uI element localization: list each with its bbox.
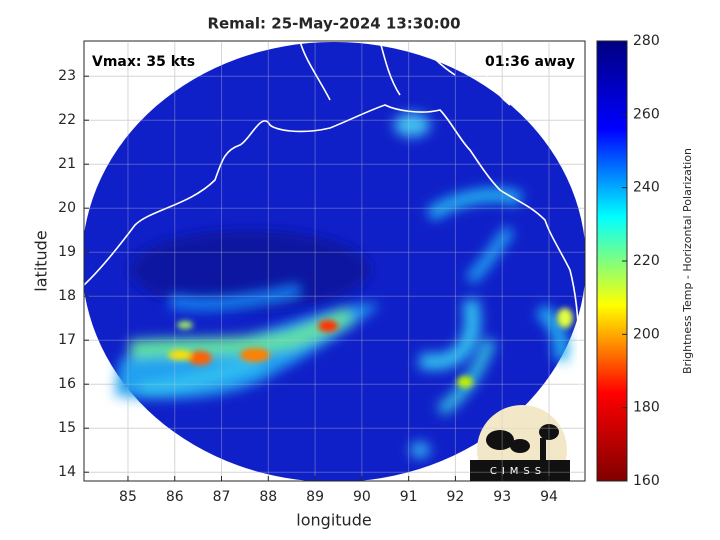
x-tick-label: 93 bbox=[493, 489, 511, 505]
x-tick-label: 92 bbox=[447, 489, 465, 505]
colorbar-tick-label: 240 bbox=[633, 180, 660, 196]
plot-frame bbox=[83, 40, 586, 482]
x-tick-label: 89 bbox=[306, 489, 324, 505]
cimss-logo: CIMSS bbox=[470, 405, 570, 481]
colorbar-tick-label: 220 bbox=[633, 253, 660, 269]
y-tick-label: 18 bbox=[58, 288, 76, 304]
x-tick-label: 94 bbox=[540, 489, 558, 505]
satellite-image bbox=[84, 41, 585, 481]
y-tick-label: 19 bbox=[58, 244, 76, 260]
x-tick-label: 86 bbox=[166, 489, 184, 505]
colorbar-label: Brightness Temp - Horizontal Polarizatio… bbox=[681, 148, 694, 374]
colorbar-tick-label: 260 bbox=[633, 106, 660, 122]
colorbar-tick-label: 280 bbox=[633, 33, 660, 49]
y-tick-label: 22 bbox=[58, 112, 76, 128]
x-tick-label: 87 bbox=[213, 489, 231, 505]
x-tick-label: 91 bbox=[400, 489, 418, 505]
y-tick-label: 20 bbox=[58, 200, 76, 216]
x-tick-label: 90 bbox=[353, 489, 371, 505]
logo-text: CIMSS bbox=[490, 466, 546, 477]
colorbar-tick-label: 180 bbox=[633, 400, 660, 416]
y-tick-label: 16 bbox=[58, 376, 76, 392]
colorbar-tick-label: 160 bbox=[633, 473, 660, 489]
annotation: Vmax: 35 kts bbox=[92, 54, 195, 70]
x-axis-label: longitude bbox=[296, 511, 371, 530]
colorbar-tick-label: 200 bbox=[633, 326, 660, 342]
chart-title: Remal: 25-May-2024 13:30:00 bbox=[207, 15, 460, 33]
x-tick-label: 88 bbox=[259, 489, 277, 505]
annotation: 01:36 away bbox=[485, 54, 575, 70]
x-tick-label: 85 bbox=[119, 489, 137, 505]
y-tick-label: 23 bbox=[58, 68, 76, 84]
y-tick-label: 21 bbox=[58, 156, 76, 172]
y-tick-label: 15 bbox=[58, 420, 76, 436]
y-tick-label: 17 bbox=[58, 332, 76, 348]
y-tick-label: 14 bbox=[58, 464, 76, 480]
y-axis-label: latitude bbox=[32, 230, 51, 291]
